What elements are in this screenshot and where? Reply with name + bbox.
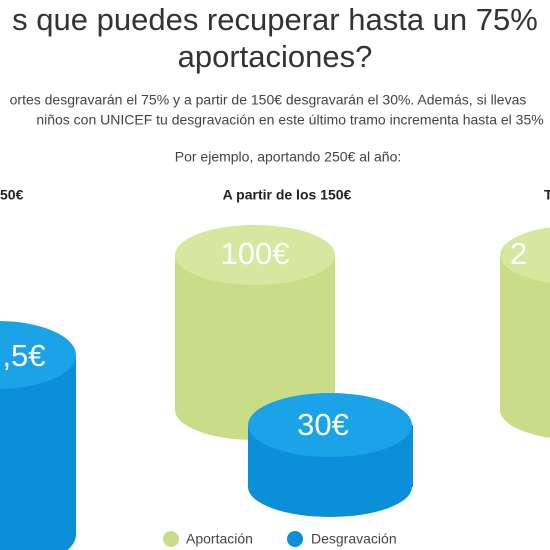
example: Por ejemplo, aportando 250€ al año: [175, 149, 402, 165]
legend-swatch [163, 531, 179, 547]
column-heading: 50€ [0, 187, 24, 203]
value-label: 2 [510, 236, 527, 271]
cylinder [0, 321, 76, 550]
column-heading: T [544, 187, 550, 203]
value-label: 100€ [221, 236, 290, 271]
heading: s que puedes recuperar hasta un 75% [12, 2, 538, 37]
legend-label: Desgravación [311, 531, 397, 547]
legend-label: Aportación [186, 531, 253, 547]
cylinder [248, 393, 413, 517]
cylinder [175, 225, 335, 440]
legend-swatch [287, 531, 303, 547]
heading: aportaciones? [178, 39, 373, 74]
intro: ortes desgravarán el 75% y a partir de 1… [10, 92, 527, 108]
intro: niños con UNICEF tu desgravación en este… [36, 112, 543, 128]
column-heading: A partir de los 150€ [223, 187, 352, 203]
cylinder [500, 227, 550, 438]
value-label: 30€ [297, 407, 349, 442]
value-label: ,5€ [2, 338, 45, 373]
